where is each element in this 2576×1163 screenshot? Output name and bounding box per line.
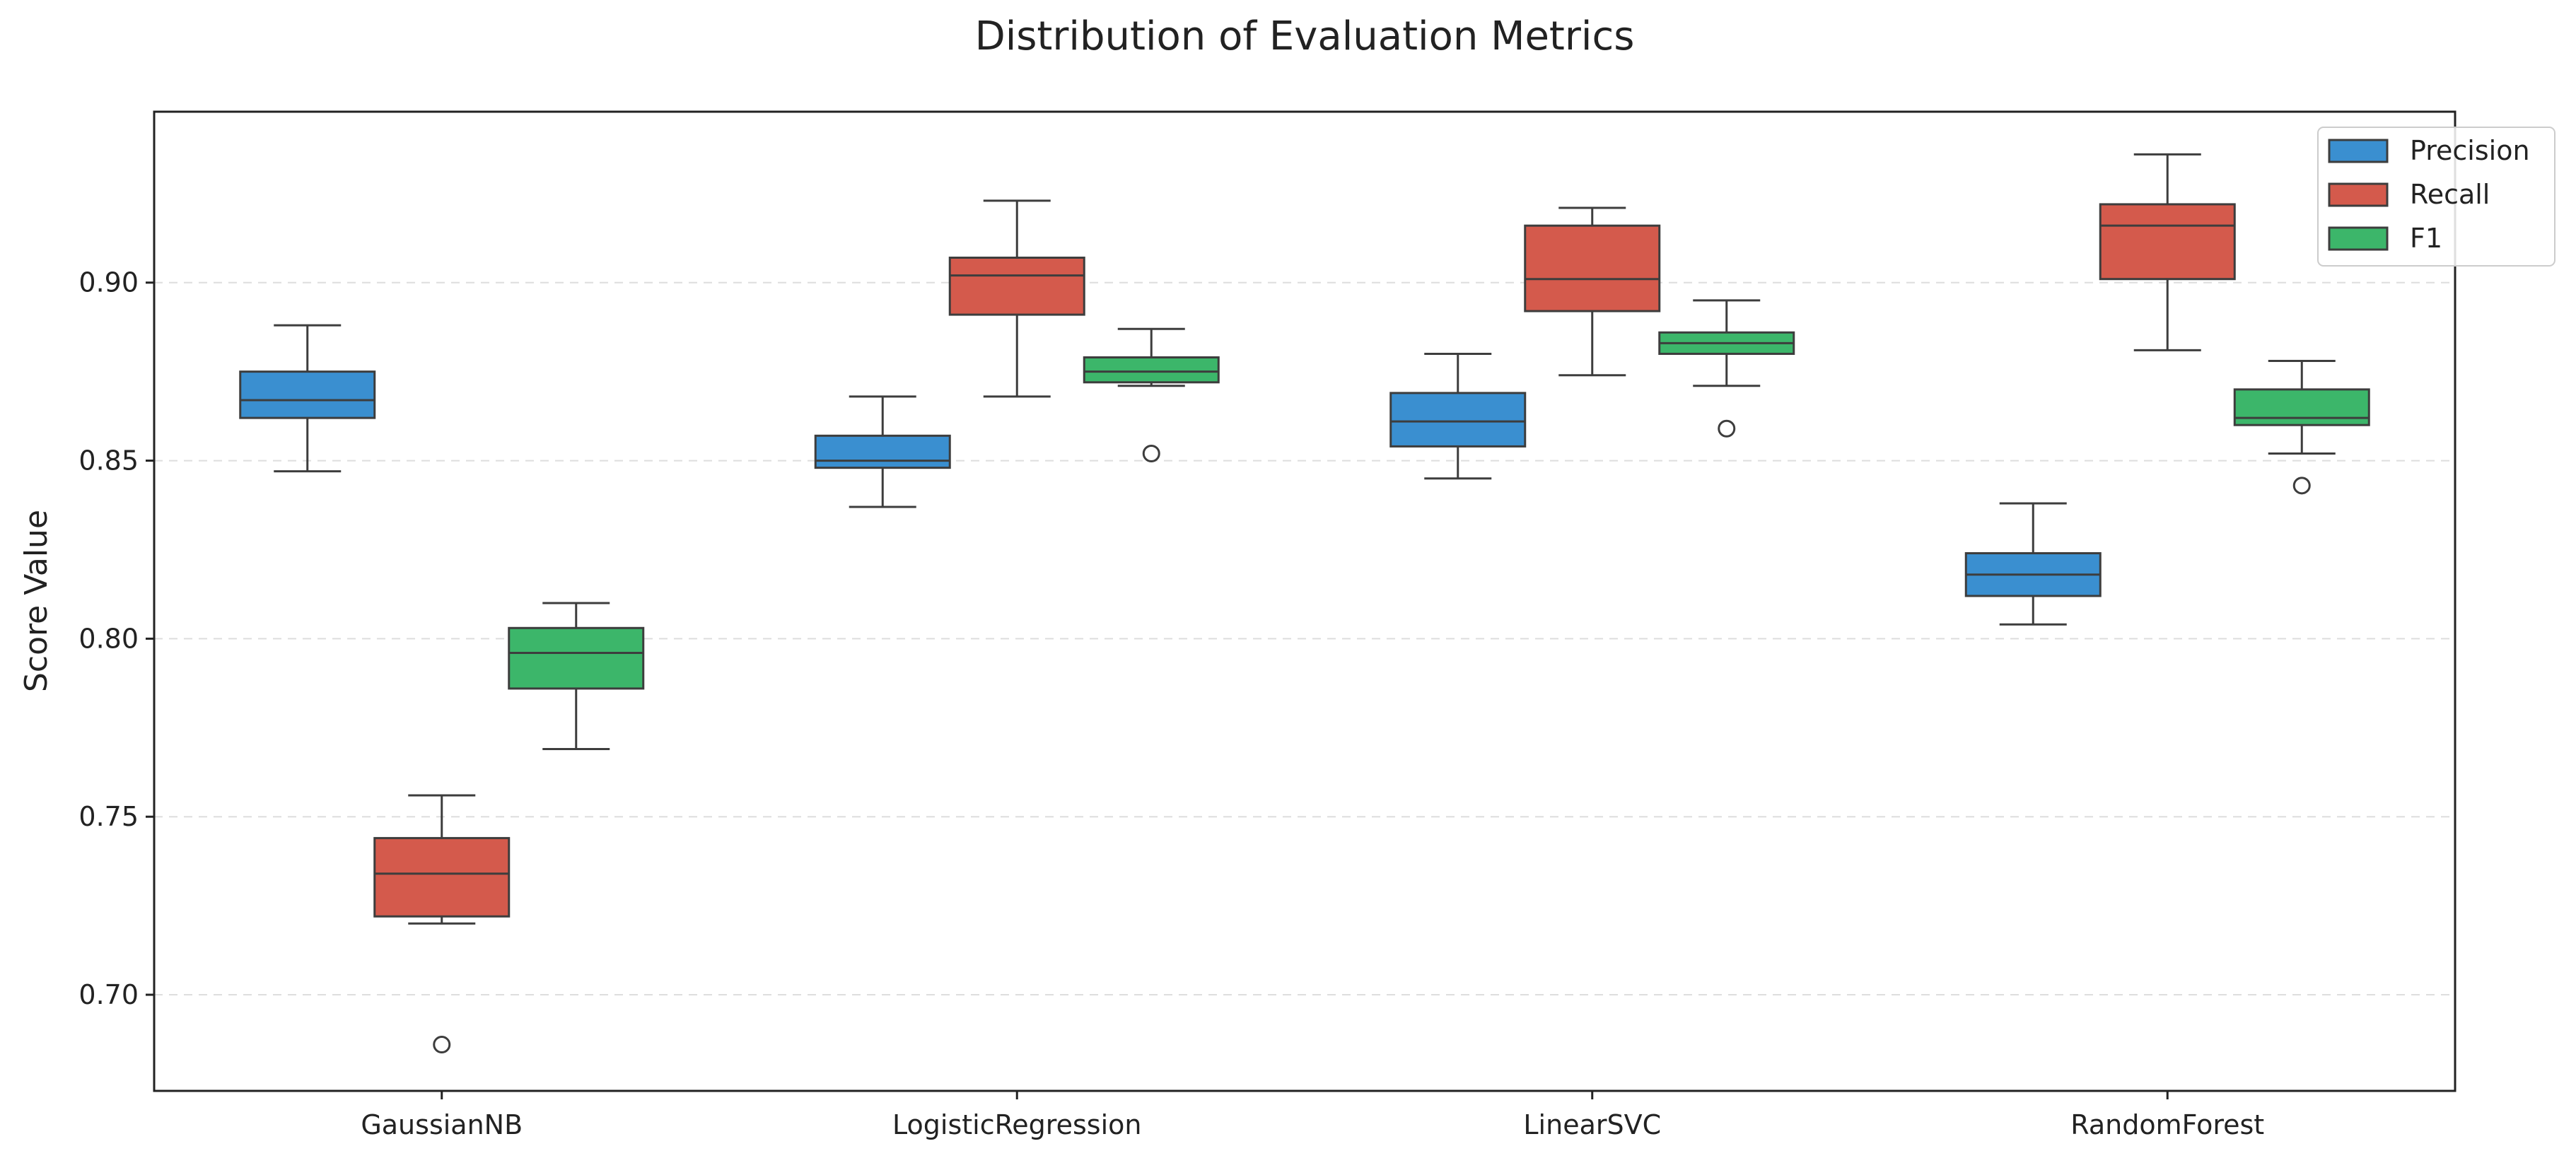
x-tick-label: RandomForest: [2070, 1109, 2264, 1140]
box-f1-linearsvc: [1658, 299, 1795, 438]
box-recall-logisticregression: [948, 199, 1085, 398]
y-tick-label: 0.85: [78, 445, 139, 477]
box-f1-gaussiannb: [508, 602, 645, 751]
box-iqr: [2233, 388, 2370, 426]
box-iqr: [373, 836, 511, 918]
plot-frame: [153, 110, 2456, 1092]
axis-layer: 0.70 0.75 0.80 0.85 0.90 GaussianNB LogisticRe…: [78, 267, 2264, 1140]
box-iqr: [239, 370, 376, 419]
box-iqr: [1389, 392, 1527, 448]
box-f1-randomforest: [2233, 360, 2370, 495]
x-tick-label: LogisticRegression: [892, 1109, 1141, 1140]
x-tick-label: GaussianNB: [361, 1109, 523, 1140]
box-recall-gaussiannb: [373, 794, 511, 1054]
legend: Precision Recall F1: [2317, 127, 2555, 267]
box-iqr: [1524, 224, 1661, 312]
y-tick-label: 0.80: [78, 623, 139, 654]
outlier-point: [433, 1036, 451, 1054]
box-iqr: [2099, 203, 2236, 281]
box-iqr: [1083, 356, 1220, 384]
legend-swatch-precision: [2328, 139, 2389, 163]
y-tick-label: 0.90: [78, 267, 139, 298]
box-iqr: [814, 434, 951, 469]
box-layer: [239, 153, 2370, 1054]
box-recall-randomforest: [2099, 153, 2236, 351]
y-tick-label: 0.75: [78, 801, 139, 832]
box-iqr: [508, 626, 645, 690]
box-precision-logisticregression: [814, 395, 951, 508]
legend-label-recall: Recall: [2410, 179, 2490, 210]
x-tick-label: LinearSVC: [1523, 1109, 1661, 1140]
box-precision-randomforest: [1964, 502, 2102, 626]
outlier-point: [1718, 419, 1736, 438]
legend-swatch-recall: [2328, 182, 2389, 207]
grid-layer: [154, 281, 2455, 996]
box-iqr: [948, 256, 1085, 316]
box-precision-linearsvc: [1389, 352, 1527, 480]
outlier-point: [1142, 444, 1160, 462]
chart-title: Distribution of Evaluation Metrics: [975, 13, 1635, 59]
box-recall-linearsvc: [1524, 206, 1661, 377]
outlier-point: [2292, 477, 2311, 495]
legend-label-f1: F1: [2410, 223, 2442, 254]
y-axis-label: Score Value: [18, 510, 54, 692]
box-precision-gaussiannb: [239, 324, 376, 473]
legend-swatch-f1: [2328, 226, 2389, 251]
box-f1-logisticregression: [1083, 327, 1220, 462]
legend-label-precision: Precision: [2410, 135, 2530, 166]
y-tick-label: 0.70: [78, 979, 139, 1010]
